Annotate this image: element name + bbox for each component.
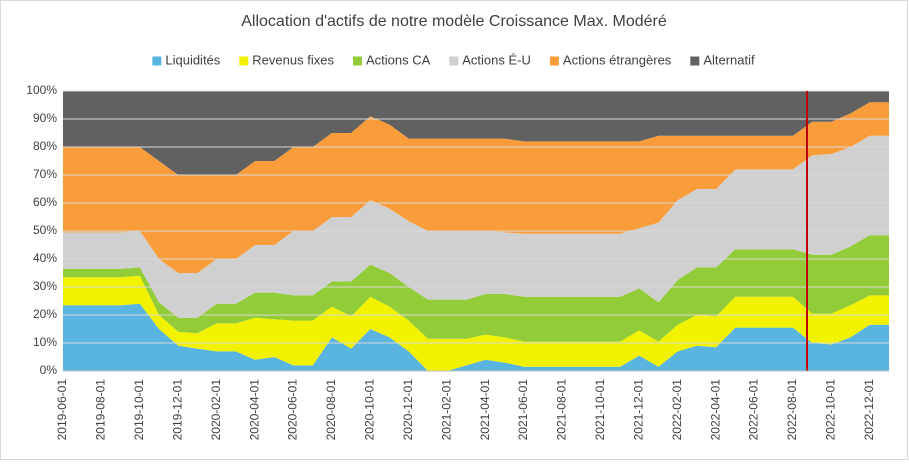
legend-label: Actions étrangères bbox=[563, 52, 672, 67]
legend-item: Liquidités bbox=[152, 52, 221, 67]
y-tick-label: 60% bbox=[33, 195, 57, 209]
x-tick-label: 2021-02-01 bbox=[439, 379, 453, 441]
x-tick-label: 2020-08-01 bbox=[324, 379, 338, 441]
y-tick-label: 0% bbox=[40, 363, 58, 377]
area bbox=[63, 303, 889, 371]
legend-swatch bbox=[352, 56, 362, 66]
y-tick-label: 30% bbox=[33, 279, 57, 293]
x-tick-label: 2019-10-01 bbox=[132, 379, 146, 441]
legend-swatch bbox=[549, 56, 559, 66]
legend-item: Actions CA bbox=[352, 52, 431, 67]
plot-area bbox=[63, 90, 889, 372]
legend-label: Alternatif bbox=[703, 52, 755, 67]
y-tick-label: 70% bbox=[33, 167, 57, 181]
area bbox=[63, 91, 889, 175]
legend-swatch bbox=[690, 56, 700, 66]
legend-item: Actions étrangères bbox=[549, 52, 672, 67]
legend-label: Actions CA bbox=[366, 52, 431, 67]
x-tick-label: 2019-12-01 bbox=[170, 379, 184, 441]
legend-item: Actions É-U bbox=[449, 52, 531, 67]
x-tick-label: 2022-02-01 bbox=[670, 379, 684, 441]
area bbox=[63, 275, 889, 371]
y-tick-label: 20% bbox=[33, 307, 57, 321]
legend-label: Revenus fixes bbox=[252, 52, 334, 67]
x-tick-label: 2021-04-01 bbox=[478, 379, 492, 441]
x-tick-label: 2022-10-01 bbox=[824, 379, 838, 441]
legend-swatch bbox=[449, 56, 459, 66]
legend-swatch bbox=[152, 56, 162, 66]
x-tick-label: 2022-04-01 bbox=[708, 379, 722, 441]
x-tick-label: 2022-06-01 bbox=[747, 379, 761, 441]
x-tick-label: 2022-08-01 bbox=[785, 379, 799, 441]
x-tick-label: 2020-06-01 bbox=[286, 379, 300, 441]
area bbox=[63, 135, 889, 318]
legend-label: Liquidités bbox=[165, 52, 220, 67]
y-tick-label: 10% bbox=[33, 335, 57, 349]
x-tick-label: 2020-04-01 bbox=[247, 379, 261, 441]
x-tick-label: 2019-08-01 bbox=[94, 379, 108, 441]
y-tick-label: 90% bbox=[33, 111, 57, 125]
x-tick-label: 2020-02-01 bbox=[209, 379, 223, 441]
chart-title: Allocation d'actifs de notre modèle Croi… bbox=[241, 13, 667, 30]
y-tick-label: 100% bbox=[26, 83, 57, 97]
legend-item: Alternatif bbox=[690, 52, 755, 67]
x-tick-label: 2021-10-01 bbox=[593, 379, 607, 441]
legend-item: Revenus fixes bbox=[239, 52, 334, 67]
x-tick-label: 2021-08-01 bbox=[555, 379, 569, 441]
y-tick-label: 40% bbox=[33, 251, 57, 265]
y-tick-label: 50% bbox=[33, 223, 57, 237]
x-tick-label: 2020-12-01 bbox=[401, 379, 415, 441]
legend: Liquidités Revenus fixes Actions CA Actions… bbox=[152, 52, 755, 67]
x-tick-label: 2019-06-01 bbox=[55, 379, 69, 441]
legend-swatch bbox=[239, 56, 249, 66]
x-tick-label: 2021-06-01 bbox=[516, 379, 530, 441]
x-tick-label: 2020-10-01 bbox=[363, 379, 377, 441]
y-tick-label: 80% bbox=[33, 139, 57, 153]
x-tick-label: 2022-12-01 bbox=[862, 379, 876, 441]
area bbox=[63, 102, 889, 273]
legend-label: Actions É-U bbox=[462, 52, 531, 67]
x-tick-label: 2021-12-01 bbox=[631, 379, 645, 441]
